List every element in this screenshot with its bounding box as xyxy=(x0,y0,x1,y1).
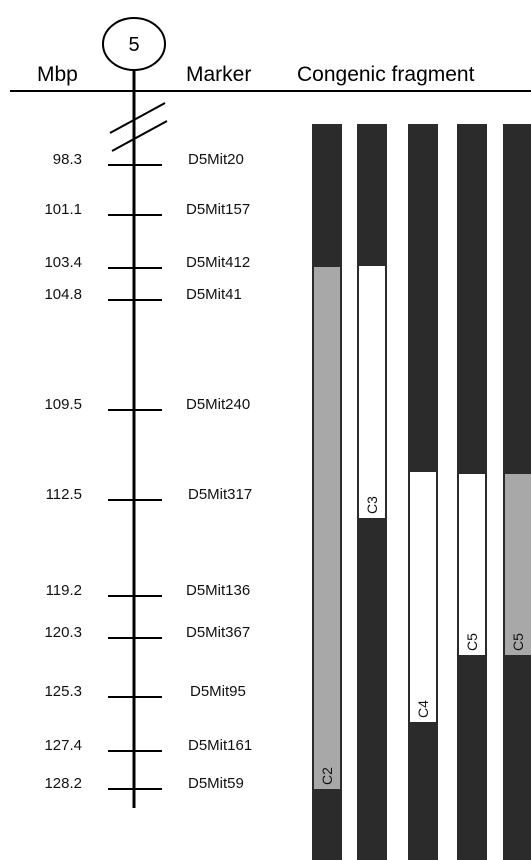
marker-row: 127.4 D5Mit161 xyxy=(44,737,252,754)
fragment-label: C5 xyxy=(510,633,526,651)
marker-name: D5Mit95 xyxy=(190,683,246,700)
congenic-header: Congenic fragment xyxy=(297,63,475,86)
marker-position: 109.5 xyxy=(44,396,82,413)
fragment-label: C2 xyxy=(319,767,335,785)
marker-row: 98.3 D5Mit20 xyxy=(53,151,244,168)
marker-name: D5Mit317 xyxy=(188,486,252,503)
mbp-header: Mbp xyxy=(37,63,78,86)
marker-position: 101.1 xyxy=(44,201,82,218)
marker-name: D5Mit157 xyxy=(186,201,250,218)
marker-position: 128.2 xyxy=(44,775,82,792)
marker-row: 125.3 D5Mit95 xyxy=(44,683,245,700)
marker-position: 127.4 xyxy=(44,737,82,754)
fragment-label: C3 xyxy=(364,496,380,514)
congenic-segment xyxy=(314,267,340,789)
fragment-label: C4 xyxy=(415,700,431,718)
marker-name: D5Mit20 xyxy=(188,151,244,168)
marker-name: D5Mit412 xyxy=(186,254,250,271)
marker-row: 119.2 D5Mit136 xyxy=(46,582,251,599)
fragment-bar-c4: C4 xyxy=(408,124,438,860)
marker-name: D5Mit136 xyxy=(186,582,250,599)
marker-position: 104.8 xyxy=(44,286,82,303)
marker-name: D5Mit367 xyxy=(186,624,250,641)
marker-position: 103.4 xyxy=(44,254,82,271)
marker-name: D5Mit59 xyxy=(188,775,244,792)
marker-row: 109.5 D5Mit240 xyxy=(44,396,250,413)
congenic-segment xyxy=(505,474,531,655)
marker-name: D5Mit41 xyxy=(186,286,242,303)
marker-position: 119.2 xyxy=(46,582,82,599)
chromosome-badge: 5 xyxy=(102,17,166,71)
fragment-bar-c5-white: C5 xyxy=(457,124,487,860)
marker-row: 104.8 D5Mit41 xyxy=(44,286,241,303)
marker-name: D5Mit240 xyxy=(186,396,250,413)
marker-header: Marker xyxy=(186,63,251,86)
marker-row: 101.1 D5Mit157 xyxy=(44,201,250,218)
congenic-segment xyxy=(410,472,436,722)
chromosome-number: 5 xyxy=(128,34,139,56)
marker-position: 125.3 xyxy=(44,683,82,700)
marker-row: 112.5 D5Mit317 xyxy=(46,486,253,503)
axis-break-mark xyxy=(109,102,168,152)
marker-position: 120.3 xyxy=(44,624,82,641)
marker-name: D5Mit161 xyxy=(188,737,252,754)
congenic-segment xyxy=(459,474,485,655)
fragment-bar-c2: C2 xyxy=(312,124,342,860)
fragment-bar-c5-grey: C5 xyxy=(503,124,531,860)
congenic-segment xyxy=(359,266,385,518)
fragment-bar-c3: C3 xyxy=(357,124,387,860)
marker-row: 128.2 D5Mit59 xyxy=(44,775,243,792)
marker-row: 120.3 D5Mit367 xyxy=(44,624,250,641)
marker-row: 103.4 D5Mit412 xyxy=(44,254,250,271)
marker-position: 112.5 xyxy=(46,486,82,503)
fragment-label: C5 xyxy=(464,633,480,651)
marker-position: 98.3 xyxy=(53,151,82,168)
